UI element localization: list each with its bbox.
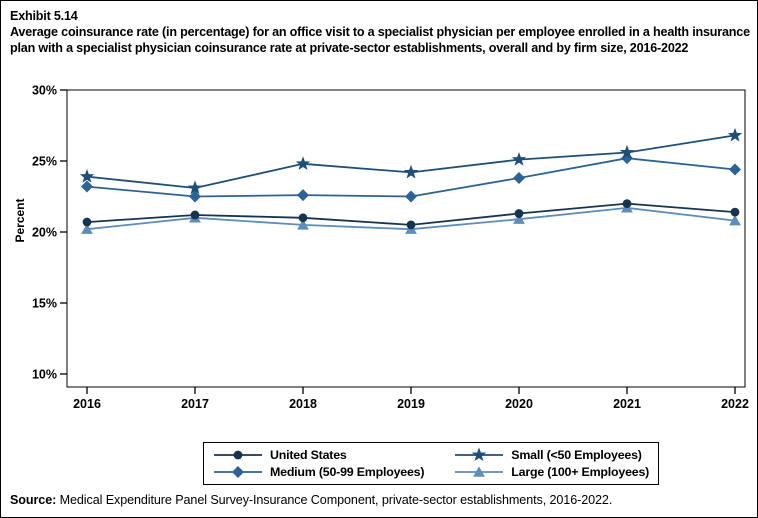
- legend-label-us: United States: [270, 447, 347, 462]
- y-tick-label: 30%: [32, 83, 57, 97]
- data-point-marker-small: [511, 151, 527, 166]
- chart-legend: United States Small (<50 Employees) Medium…: [203, 442, 660, 485]
- legend-marker-triangle-icon: [455, 465, 504, 477]
- data-point-marker-small: [295, 156, 311, 170]
- legend-label-large: Large (100+ Employees): [511, 464, 650, 479]
- data-point-marker-us: [298, 213, 308, 223]
- series-markers-us: [82, 199, 740, 230]
- data-point-marker-us: [190, 210, 200, 220]
- x-tick-label: 2018: [289, 397, 317, 411]
- source-note: Source: Medical Expenditure Panel Survey…: [10, 493, 612, 507]
- data-point-marker-small: [403, 164, 419, 179]
- data-point-marker-us: [514, 209, 524, 218]
- data-point-marker-small: [79, 169, 95, 183]
- data-point-marker-medium: [405, 190, 417, 203]
- legend-entry-large: Large (100+ Employees): [454, 463, 649, 480]
- data-point-marker-small: [727, 127, 743, 142]
- legend-marker-diamond-icon: [214, 465, 262, 478]
- y-tick-label: 10%: [32, 367, 57, 381]
- x-tick-label: 2022: [721, 397, 749, 411]
- x-tick-label: 2017: [181, 397, 209, 411]
- data-point-marker-large: [729, 215, 741, 226]
- exhibit-label: Exhibit 5.14: [10, 9, 78, 23]
- y-axis-title: Percent: [13, 198, 27, 242]
- x-tick-label: 2019: [397, 397, 425, 411]
- source-label: Source:: [10, 493, 57, 507]
- y-tick-label: 15%: [32, 296, 57, 310]
- data-point-marker-small: [472, 446, 487, 461]
- data-point-marker-medium: [729, 163, 741, 176]
- data-point-marker-us: [406, 220, 416, 230]
- legend-entry-small: Small (<50 Employees): [454, 446, 649, 463]
- plot-frame: [66, 89, 746, 388]
- series-markers-small: [79, 127, 743, 195]
- data-point-marker-large: [81, 223, 93, 234]
- legend-label-small: Small (<50 Employees): [511, 447, 642, 462]
- data-point-marker-large: [513, 213, 525, 224]
- x-tick-label: 2016: [73, 397, 101, 411]
- data-point-marker-medium: [81, 180, 93, 193]
- legend-marker-star-icon: [455, 446, 504, 461]
- legend-entry-us: United States: [213, 446, 424, 463]
- data-point-marker-small: [187, 180, 203, 195]
- data-point-marker-medium: [513, 172, 525, 185]
- legend-marker-circle-icon: [214, 450, 262, 459]
- data-point-marker-large: [473, 465, 486, 477]
- y-tick-label: 25%: [32, 154, 57, 168]
- x-tick-label: 2020: [505, 397, 533, 411]
- chart-title: Average coinsurance rate (in percentage)…: [10, 25, 750, 55]
- data-point-marker-us: [233, 450, 243, 459]
- series-line-small: [86, 134, 736, 189]
- title-block: Exhibit 5.14 Average coinsurance rate (i…: [10, 8, 754, 56]
- legend-entry-medium: Medium (50-99 Employees): [213, 463, 424, 480]
- data-point-marker-us: [82, 217, 92, 227]
- series-markers-medium: [81, 152, 741, 203]
- data-point-marker-us: [622, 199, 632, 209]
- x-tick-label: 2021: [613, 397, 641, 411]
- data-point-marker-medium: [297, 189, 309, 202]
- y-tick-label: 20%: [32, 225, 57, 239]
- data-point-marker-us: [730, 207, 740, 217]
- data-point-marker-small: [619, 144, 635, 159]
- data-point-marker-medium: [232, 465, 244, 478]
- legend-label-medium: Medium (50-99 Employees): [270, 464, 425, 479]
- data-point-marker-large: [297, 219, 309, 230]
- data-point-marker-medium: [189, 190, 201, 203]
- source-text: Medical Expenditure Panel Survey-Insuran…: [56, 493, 613, 507]
